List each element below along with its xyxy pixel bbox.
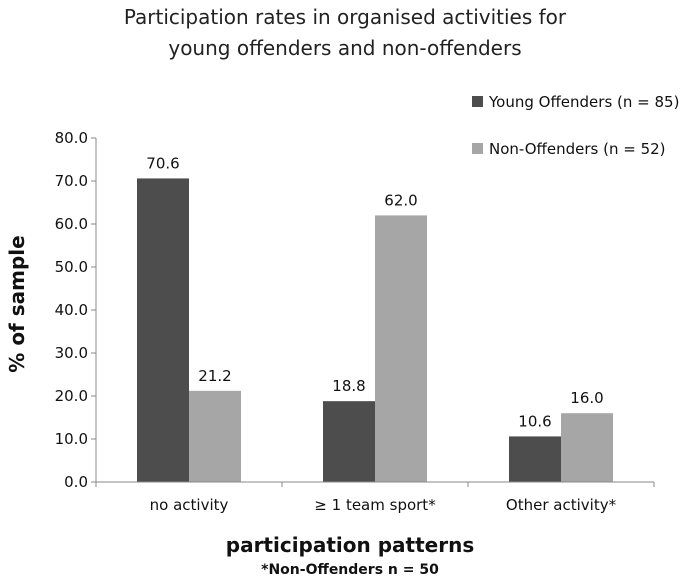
x-axis: no activity ≥ 1 team sport* Other activity… [95, 481, 655, 514]
y-tick-label: 40.0 [55, 301, 88, 319]
bar [137, 178, 189, 483]
y-tick-label: 80.0 [55, 129, 88, 147]
data-label: 18.8 [332, 377, 365, 395]
chart-title-line-1: Participation rates in organised activit… [124, 5, 567, 29]
data-label: 10.6 [518, 412, 551, 430]
data-labels: 70.6 21.2 18.8 62.0 10.6 16.0 [146, 154, 603, 430]
bar [375, 215, 427, 482]
data-label: 16.0 [570, 389, 603, 407]
x-category-label: ≥ 1 team sport* [314, 496, 436, 514]
legend-swatch-young-offenders [472, 96, 483, 107]
legend-swatch-non-offenders [472, 143, 483, 154]
bar [323, 401, 375, 482]
bar [561, 413, 613, 482]
data-label: 70.6 [146, 154, 179, 172]
legend-label-non-offenders: Non-Offenders (n = 52) [489, 140, 666, 158]
bar [189, 390, 241, 482]
x-category-label: Other activity* [506, 496, 617, 514]
chart-title-line-2: young offenders and non-offenders [168, 36, 521, 60]
legend-label-young-offenders: Young Offenders (n = 85) [488, 93, 679, 111]
y-tick-label: 20.0 [55, 387, 88, 405]
y-axis-label: % of sample [5, 235, 29, 372]
bar [509, 436, 561, 482]
x-axis-label: participation patterns [226, 533, 474, 557]
y-tick-label: 10.0 [55, 430, 88, 448]
y-tick-label: 50.0 [55, 258, 88, 276]
data-label: 62.0 [384, 191, 417, 209]
y-axis: 0.0 10.0 20.0 30.0 40.0 50.0 60.0 70.0 80.0 [55, 129, 97, 491]
legend: Young Offenders (n = 85) Non-Offenders (… [472, 93, 679, 158]
y-tick-label: 30.0 [55, 344, 88, 362]
data-label: 21.2 [198, 367, 231, 385]
y-tick-label: 70.0 [55, 172, 88, 190]
x-category-label: no activity [150, 496, 229, 514]
y-tick-label: 0.0 [64, 473, 88, 491]
y-tick-label: 60.0 [55, 215, 88, 233]
footnote: *Non-Offenders n = 50 [261, 562, 439, 578]
bars [137, 178, 613, 483]
